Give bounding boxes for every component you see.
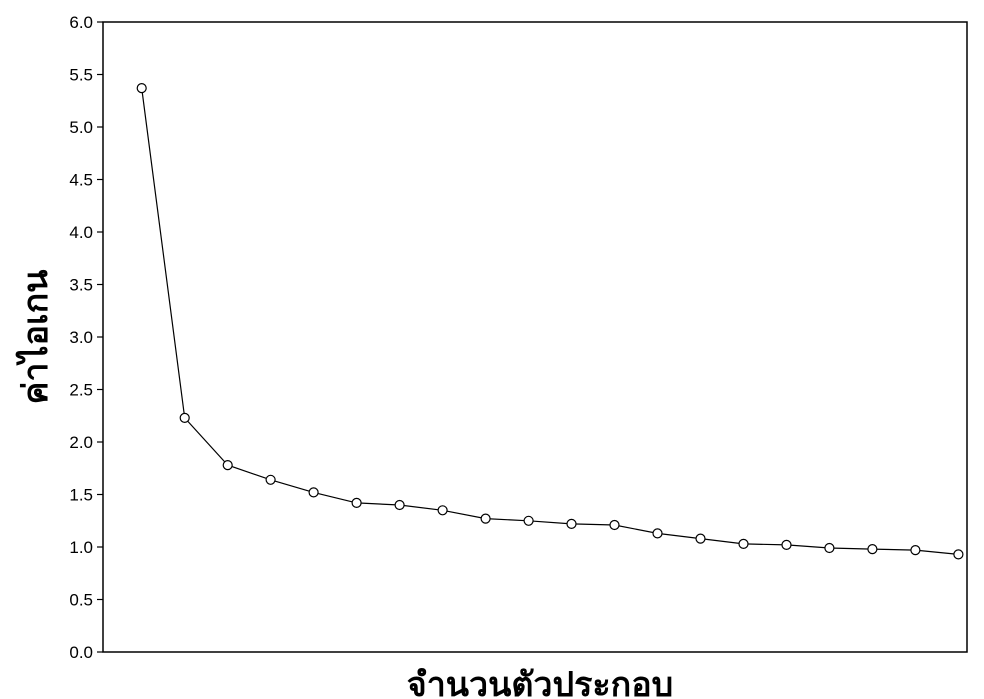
data-point-13 <box>652 528 663 539</box>
y-tick-label: 0.0 <box>69 643 93 662</box>
y-tick-label: 2.5 <box>69 381 93 400</box>
y-axis-ticks: 0.0 0.5 1.0 1.5 2.0 2.5 3.0 3.5 4.0 4.5 5.0 5.5 6.0 <box>69 13 103 662</box>
data-point-10 <box>523 515 534 526</box>
y-tick-label: 4.0 <box>69 223 93 242</box>
data-point-1 <box>136 82 147 94</box>
y-tick-label: 1.5 <box>69 486 93 505</box>
y-tick-label: 3.5 <box>69 276 93 295</box>
x-axis-label: จำนวนตัวประกอบ <box>407 665 673 699</box>
data-point-15 <box>738 538 749 550</box>
y-tick-label: 3.0 <box>69 328 93 347</box>
data-point-5 <box>308 487 319 498</box>
data-point-7 <box>394 499 405 511</box>
y-axis-label: ค่าไอเกน <box>15 270 56 405</box>
data-point-2 <box>179 412 190 423</box>
series-group <box>136 82 964 560</box>
data-point-20 <box>953 549 964 560</box>
data-point-6 <box>351 497 362 508</box>
y-tick-label: 5.0 <box>69 118 93 137</box>
series-line <box>141 88 959 555</box>
data-point-9 <box>480 513 491 524</box>
data-point-4 <box>265 474 276 485</box>
data-point-8 <box>437 505 448 516</box>
y-tick-label: 2.0 <box>69 433 93 452</box>
data-point-3 <box>222 460 233 471</box>
plot-area <box>102 21 968 653</box>
data-point-16 <box>781 539 792 551</box>
y-tick-label: 0.5 <box>69 591 93 610</box>
y-tick-label: 4.5 <box>69 171 93 190</box>
data-point-11 <box>566 518 577 530</box>
data-point-14 <box>695 533 706 544</box>
y-tick-label: 6.0 <box>69 13 93 32</box>
y-tick-label: 1.0 <box>69 538 93 557</box>
y-tick-label: 5.5 <box>69 66 93 85</box>
data-point-19 <box>910 544 921 556</box>
data-point-17 <box>824 542 835 554</box>
data-point-18 <box>867 543 878 555</box>
data-point-12 <box>609 519 620 531</box>
